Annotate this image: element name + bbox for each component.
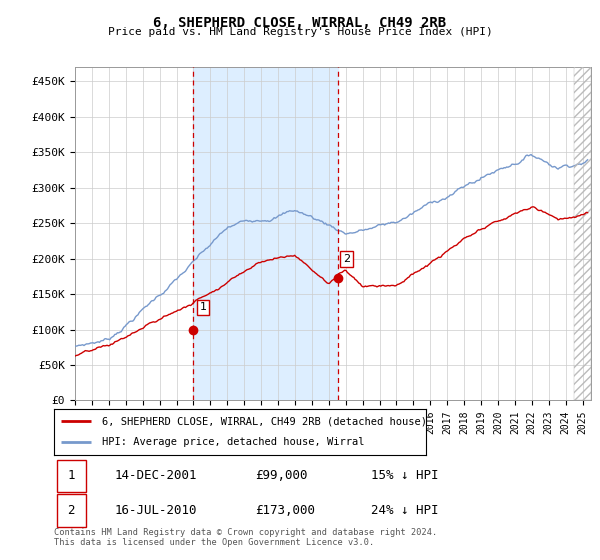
Text: 2: 2 — [67, 504, 75, 517]
FancyBboxPatch shape — [56, 460, 86, 492]
Text: £173,000: £173,000 — [254, 504, 314, 517]
Text: 15% ↓ HPI: 15% ↓ HPI — [371, 469, 438, 482]
Text: Price paid vs. HM Land Registry's House Price Index (HPI): Price paid vs. HM Land Registry's House … — [107, 27, 493, 37]
Text: HPI: Average price, detached house, Wirral: HPI: Average price, detached house, Wirr… — [103, 437, 365, 447]
Text: 1: 1 — [199, 302, 206, 312]
Text: 16-JUL-2010: 16-JUL-2010 — [115, 504, 197, 517]
Text: 6, SHEPHERD CLOSE, WIRRAL, CH49 2RB (detached house): 6, SHEPHERD CLOSE, WIRRAL, CH49 2RB (det… — [103, 416, 427, 426]
Text: 2: 2 — [343, 254, 350, 264]
Text: 6, SHEPHERD CLOSE, WIRRAL, CH49 2RB: 6, SHEPHERD CLOSE, WIRRAL, CH49 2RB — [154, 16, 446, 30]
Text: £99,000: £99,000 — [254, 469, 307, 482]
Text: 14-DEC-2001: 14-DEC-2001 — [115, 469, 197, 482]
Text: 24% ↓ HPI: 24% ↓ HPI — [371, 504, 438, 517]
Text: Contains HM Land Registry data © Crown copyright and database right 2024.
This d: Contains HM Land Registry data © Crown c… — [54, 528, 437, 547]
Bar — [193, 67, 338, 400]
Text: 1: 1 — [67, 469, 75, 482]
FancyBboxPatch shape — [56, 494, 86, 526]
